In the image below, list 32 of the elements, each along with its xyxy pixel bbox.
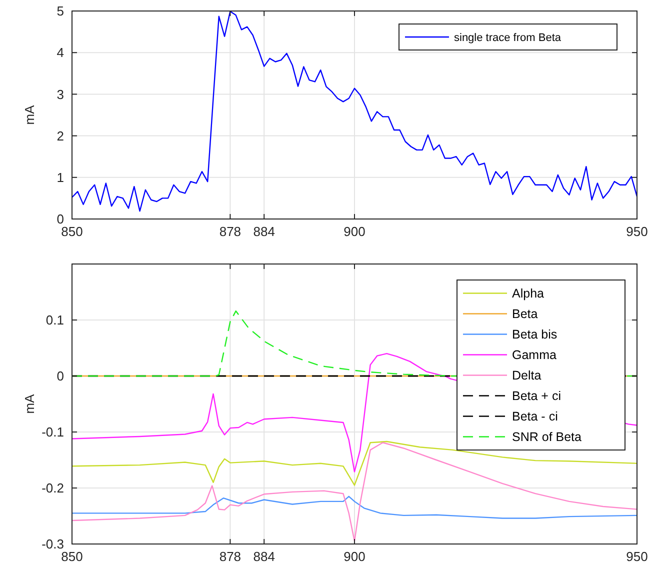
legend-label: SNR of Beta: [512, 430, 582, 444]
y-tick-label: 5: [56, 4, 64, 19]
y-tick-label: 4: [56, 45, 64, 60]
y-tick-label: -0.2: [42, 480, 64, 496]
legend-label: Beta + ci: [512, 389, 561, 404]
x-tick-label: 950: [626, 224, 648, 239]
x-tick-label: 884: [253, 549, 275, 564]
y-tick-label: 0: [56, 368, 64, 384]
y-tick-label: 3: [56, 86, 64, 102]
y-tick-label: -0.1: [42, 424, 64, 440]
x-tick-label: 850: [61, 224, 83, 239]
x-tick-label: 900: [344, 224, 366, 239]
y-axis-title: mA: [22, 104, 37, 125]
legend-label: Beta: [512, 307, 538, 322]
legend-label: Alpha: [512, 286, 544, 301]
x-tick-label: 900: [344, 549, 366, 564]
y-tick-label: -0.3: [42, 536, 64, 552]
y-tick-label: 0: [56, 212, 64, 227]
x-tick-label: 850: [61, 549, 83, 564]
legend-label: single trace from Beta: [454, 32, 562, 44]
y-axis-title: mA: [22, 394, 37, 414]
legend-label: Delta: [512, 368, 542, 383]
x-tick-label: 950: [626, 549, 648, 564]
legend-label: Gamma: [512, 348, 556, 362]
y-tick-label: 1: [56, 170, 64, 185]
x-tick-label: 878: [219, 549, 242, 564]
x-tick-label: 884: [253, 224, 275, 239]
legend-label: Beta - ci: [512, 410, 558, 424]
x-tick-label: 878: [219, 224, 242, 239]
y-tick-label: 0.1: [46, 312, 64, 328]
y-tick-label: 2: [56, 128, 64, 144]
legend-label: Beta bis: [512, 328, 558, 342]
